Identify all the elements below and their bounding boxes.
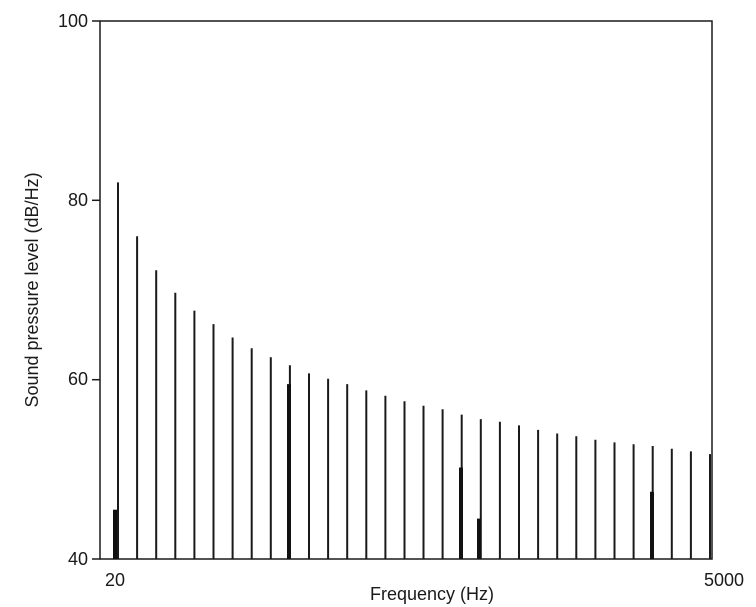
- short-bars: [113, 384, 654, 559]
- y-tick-label-40: 40: [68, 549, 88, 569]
- harmonic-bars: [117, 182, 711, 559]
- y-tick-label-60: 60: [68, 369, 88, 389]
- y-axis: 100 80 60 40: [58, 11, 100, 569]
- y-axis-label: Sound pressure level (dB/Hz): [22, 172, 42, 407]
- x-tick-label-20: 20: [105, 570, 125, 590]
- x-tick-label-5000: 5000: [704, 570, 744, 590]
- y-tick-label-80: 80: [68, 190, 88, 210]
- x-axis-label: Frequency (Hz): [370, 584, 494, 604]
- x-axis: 20 5000: [105, 570, 744, 590]
- plot-area-frame: [99, 20, 713, 560]
- y-tick-label-100: 100: [58, 11, 88, 31]
